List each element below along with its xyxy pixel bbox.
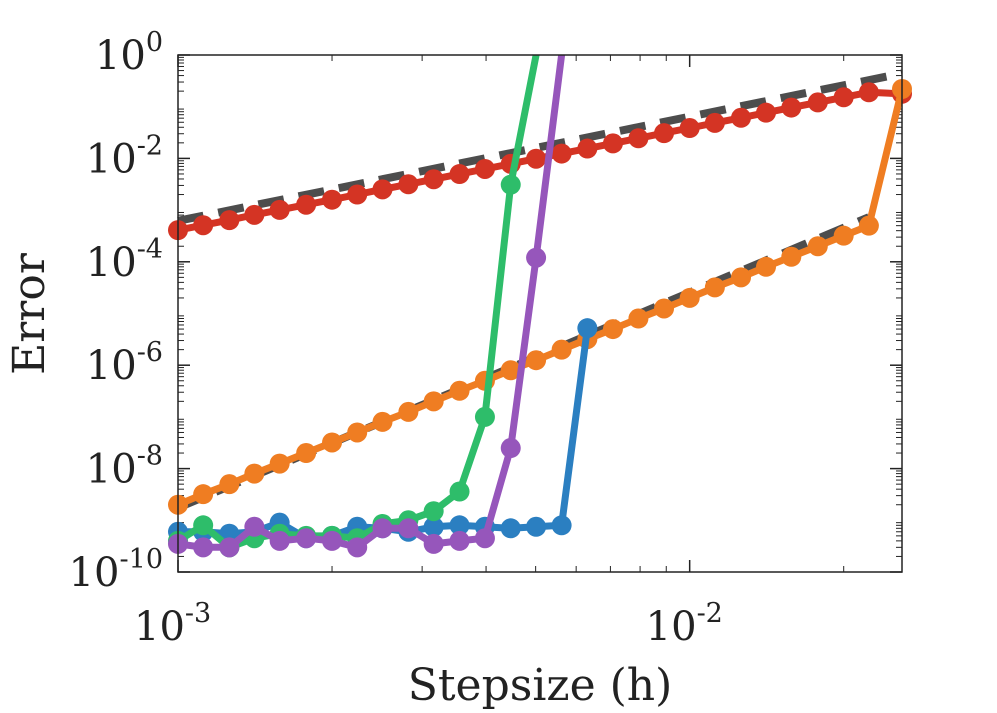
data-point-red bbox=[347, 184, 368, 205]
x-tick-label: 10-2 bbox=[646, 598, 723, 650]
data-point-orange bbox=[781, 246, 802, 267]
data-point-orange bbox=[602, 319, 623, 340]
data-point-orange bbox=[628, 308, 649, 329]
data-point-purple bbox=[398, 518, 419, 539]
data-point-orange bbox=[193, 484, 214, 505]
data-point-red bbox=[322, 189, 343, 210]
data-point-blue bbox=[449, 515, 470, 536]
data-point-purple bbox=[526, 247, 547, 268]
data-point-blue bbox=[500, 518, 521, 539]
data-point-orange bbox=[551, 339, 572, 360]
data-point-orange bbox=[500, 360, 521, 381]
data-point-purple bbox=[193, 537, 214, 558]
data-point-red bbox=[704, 112, 725, 133]
series-line-purple bbox=[177, 54, 566, 551]
data-point-green bbox=[423, 501, 444, 522]
y-tick-label: 10-4 bbox=[86, 234, 163, 286]
data-point-orange bbox=[449, 380, 470, 401]
data-point-green bbox=[500, 174, 521, 195]
data-point-red bbox=[628, 128, 649, 149]
data-point-green bbox=[449, 481, 470, 502]
data-point-red bbox=[731, 107, 752, 128]
series-purple bbox=[168, 54, 566, 558]
data-point-red bbox=[551, 143, 572, 164]
data-point-purple bbox=[423, 533, 444, 554]
reference-line bbox=[177, 69, 903, 225]
data-point-orange bbox=[269, 453, 290, 474]
data-point-orange bbox=[756, 256, 777, 277]
data-point-orange bbox=[423, 391, 444, 412]
data-point-red bbox=[526, 148, 547, 169]
y-tick-label: 10-6 bbox=[86, 337, 163, 389]
data-point-orange bbox=[526, 350, 547, 371]
y-tick-label: 10-2 bbox=[86, 130, 163, 182]
data-point-purple bbox=[296, 528, 317, 549]
data-point-blue bbox=[577, 318, 598, 339]
data-point-purple bbox=[449, 530, 470, 551]
data-point-purple bbox=[500, 438, 521, 459]
data-point-purple bbox=[322, 530, 343, 551]
x-axis-ticks: 10-3 10-2 bbox=[134, 55, 723, 650]
data-point-purple bbox=[219, 537, 240, 558]
y-axis-label: Error bbox=[4, 252, 55, 375]
data-point-orange bbox=[731, 267, 752, 288]
data-point-red bbox=[474, 158, 495, 179]
data-point-purple bbox=[269, 530, 290, 551]
data-point-red bbox=[654, 123, 675, 144]
data-point-red bbox=[858, 82, 879, 103]
data-point-red bbox=[679, 118, 700, 139]
data-point-red bbox=[296, 194, 317, 215]
data-point-red bbox=[807, 92, 828, 113]
x-axis-label: Stepsize (h) bbox=[408, 660, 673, 711]
data-point-orange bbox=[398, 401, 419, 422]
data-point-orange bbox=[244, 463, 265, 484]
data-point-red bbox=[449, 164, 470, 185]
data-point-orange bbox=[322, 432, 343, 453]
data-point-red bbox=[833, 87, 854, 108]
x-tick-label: 10-3 bbox=[134, 598, 211, 650]
data-point-blue bbox=[526, 516, 547, 537]
data-point-red bbox=[269, 199, 290, 220]
data-point-red bbox=[219, 210, 240, 231]
data-point-red bbox=[756, 102, 777, 123]
series-orange bbox=[168, 78, 912, 515]
data-point-red bbox=[193, 215, 214, 236]
data-point-orange bbox=[219, 474, 240, 495]
data-point-red bbox=[781, 97, 802, 118]
data-point-red bbox=[577, 138, 598, 159]
y-tick-label: 100 bbox=[95, 27, 163, 79]
y-tick-label: 10-8 bbox=[86, 441, 163, 493]
y-axis-ticks: 100 10-2 10-4 10-6 10-8 10-10 bbox=[69, 27, 902, 596]
data-point-purple bbox=[372, 518, 393, 539]
series-red bbox=[168, 82, 912, 241]
data-point-purple bbox=[474, 528, 495, 549]
data-point-orange bbox=[347, 422, 368, 443]
data-point-orange bbox=[679, 287, 700, 308]
data-point-blue bbox=[551, 515, 572, 536]
data-point-red bbox=[398, 174, 419, 195]
data-point-green bbox=[193, 515, 214, 536]
data-point-orange bbox=[296, 443, 317, 464]
axes-frame bbox=[177, 54, 903, 573]
data-point-orange bbox=[704, 277, 725, 298]
data-series bbox=[168, 54, 912, 558]
y-tick-label: 10-10 bbox=[69, 544, 163, 596]
data-point-purple bbox=[347, 537, 368, 558]
data-point-purple bbox=[244, 516, 265, 537]
data-point-orange bbox=[833, 225, 854, 246]
data-point-orange bbox=[858, 215, 879, 236]
data-point-blue bbox=[423, 516, 444, 537]
data-point-red bbox=[244, 204, 265, 225]
data-point-orange bbox=[654, 298, 675, 319]
data-point-orange bbox=[372, 411, 393, 432]
plot-area bbox=[178, 55, 902, 572]
data-point-green bbox=[474, 406, 495, 427]
data-point-orange bbox=[807, 236, 828, 257]
data-point-red bbox=[423, 169, 444, 190]
data-point-red bbox=[372, 179, 393, 200]
data-point-red bbox=[602, 133, 623, 154]
